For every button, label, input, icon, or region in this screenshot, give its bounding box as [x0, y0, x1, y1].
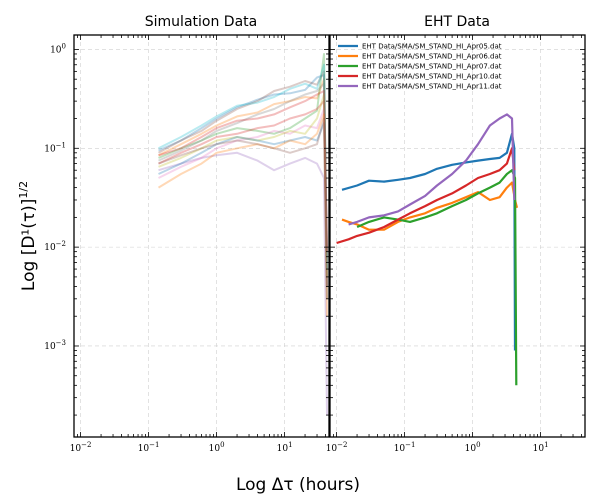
legend-label-1: EHT Data/SMA/SM_STAND_HI_Apr05.dat — [362, 43, 502, 51]
y-tick-label: 10−2 — [44, 240, 66, 253]
series-line-2 — [158, 78, 328, 299]
series-line-9 — [158, 93, 328, 277]
legend-label-5: EHT Data/SMA/SM_STAND_HI_Apr11.dat — [362, 83, 502, 91]
right-panel: 10−2 10−1 100 101 EHT Data/SMA/SM_STAND_HI_A… — [326, 34, 586, 454]
series-line-14 — [158, 117, 328, 287]
series-group — [157, 53, 328, 416]
series-group — [336, 113, 519, 386]
plot-frame — [329, 34, 586, 438]
x-tick-label: 10−1 — [138, 441, 160, 454]
x-tick-label: 10−1 — [394, 441, 416, 454]
series-line-11 — [158, 122, 328, 299]
plot-frame — [73, 34, 330, 438]
x-tick-label: 101 — [533, 441, 549, 454]
series-line-3 — [158, 53, 328, 287]
right-panel-title: EHT Data — [424, 14, 490, 30]
series-line-4 — [336, 147, 516, 245]
legend: EHT Data/SMA/SM_STAND_HI_Apr05.dat EHT Da… — [338, 43, 502, 91]
series-line-8 — [158, 82, 328, 257]
y-tick-label: 10−1 — [44, 141, 66, 154]
series-line-5 — [158, 151, 328, 416]
series-line-5 — [348, 113, 516, 226]
series-line-1 — [341, 132, 517, 351]
series-line-10 — [158, 63, 328, 270]
left-panel-title: Simulation Data — [145, 14, 257, 30]
y-axis-label-main: Log [D¹(τ)] — [19, 199, 39, 291]
series-line-2 — [341, 181, 519, 231]
series-line-7 — [158, 108, 328, 287]
series-line-1 — [158, 74, 328, 270]
x-tick-label: 10−2 — [326, 441, 348, 454]
x-axis-label: Log Δτ (hours) — [236, 475, 360, 495]
left-panel: 10−2 10−1 100 101 10−3 10−2 10−1 100 — [44, 34, 330, 454]
x-tick-label: 101 — [277, 441, 293, 454]
series-line-6 — [158, 70, 328, 263]
series-line-13 — [158, 90, 328, 252]
series-line-4 — [158, 100, 328, 248]
legend-label-3: EHT Data/SMA/SM_STAND_HI_Apr07.dat — [362, 63, 502, 71]
legend-label-4: EHT Data/SMA/SM_STAND_HI_Apr10.dat — [362, 73, 502, 81]
x-tick-label: 100 — [465, 441, 481, 454]
series-line-12 — [157, 113, 328, 317]
y-tick-label: 10−3 — [44, 339, 66, 352]
series-line-3 — [356, 169, 518, 386]
x-tick-label: 10−2 — [70, 441, 92, 454]
x-tick-label: 100 — [209, 441, 225, 454]
y-axis-label: Log [D¹(τ)]1/2 — [17, 181, 39, 291]
y-axis-label-exponent: 1/2 — [17, 181, 30, 199]
legend-label-2: EHT Data/SMA/SM_STAND_HI_Apr06.dat — [362, 53, 502, 61]
y-tick-label: 100 — [50, 42, 66, 55]
